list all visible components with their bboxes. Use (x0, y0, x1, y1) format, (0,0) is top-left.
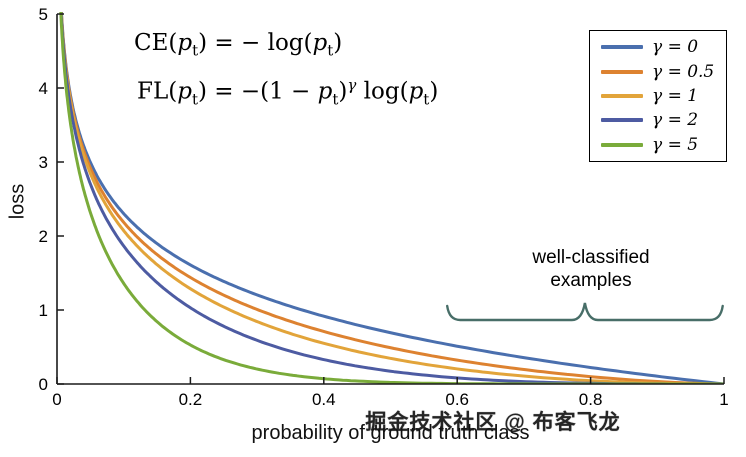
legend-label: γ = 5 (652, 134, 699, 155)
curve-gamma-0 (59, 12, 725, 384)
curly-brace-annotation (446, 302, 724, 322)
y-tick-label: 2 (39, 227, 48, 246)
curve-gamma-2 (59, 12, 724, 384)
legend-label: γ = 1 (652, 85, 699, 106)
curve-gamma-1 (59, 12, 724, 384)
y-tick-label: 5 (39, 5, 48, 24)
legend-item-gamma-2: γ = 2 (590, 110, 726, 130)
legend-line-sample (601, 142, 643, 147)
curve-gamma-0.5 (59, 12, 725, 384)
legend-label: γ = 2 (652, 110, 699, 131)
x-axis-label: probability of ground truth class (251, 422, 530, 444)
y-tick-label: 4 (39, 79, 48, 98)
y-tick-label: 1 (39, 301, 48, 320)
legend: γ = 0 γ = 0.5 γ = 1 γ = 2 γ = 5 (589, 30, 727, 162)
x-tick-label: 1 (719, 390, 728, 409)
legend-item-gamma-0: γ = 0 (590, 37, 726, 57)
legend-line-sample (601, 69, 643, 74)
y-tick-label: 3 (39, 153, 48, 172)
brace-label-line1: well-classified (532, 247, 650, 268)
legend-line-sample (601, 118, 643, 123)
legend-item-gamma-1: γ = 1 (590, 86, 726, 106)
brace-annotation-label: well-classified examples (500, 246, 682, 292)
x-tick-label: 0.4 (312, 390, 336, 409)
y-tick-label: 0 (39, 375, 48, 394)
legend-line-sample (601, 93, 643, 98)
brace-label-line2: examples (550, 270, 632, 292)
y-axis-label: loss (6, 183, 29, 220)
legend-label: γ = 0.5 (652, 61, 715, 82)
x-tick-label: 0.6 (445, 390, 469, 409)
x-tick-label: 0 (52, 390, 61, 409)
x-tick-label: 0.8 (579, 390, 603, 409)
x-tick-label: 0.2 (179, 390, 203, 409)
legend-line-sample (601, 45, 643, 50)
legend-item-gamma-5: γ = 5 (590, 135, 726, 155)
legend-label: γ = 0 (652, 37, 699, 58)
formula-focal-loss: FL(pt) = −(1 − pt)γ log(pt) (137, 76, 439, 109)
watermark: 掘金技术社区 @ 布客飞龙 (365, 411, 621, 434)
legend-item-gamma-0.5: γ = 0.5 (590, 62, 726, 82)
formula-cross-entropy: CE(pt) = − log(pt) (134, 30, 343, 60)
